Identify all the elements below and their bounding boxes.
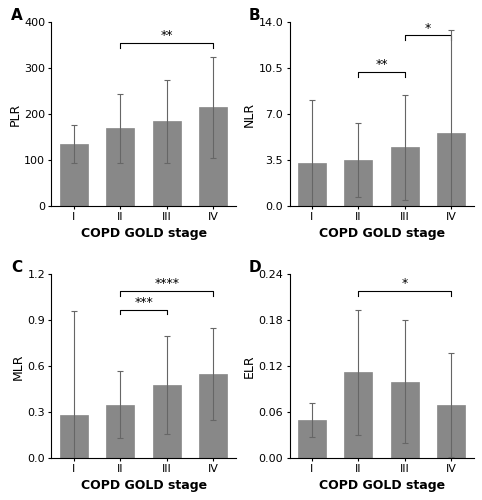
Y-axis label: NLR: NLR: [243, 102, 256, 127]
Text: D: D: [249, 260, 262, 274]
Bar: [107, 404, 134, 458]
Bar: [60, 144, 88, 206]
Bar: [391, 382, 419, 458]
Text: **: **: [161, 29, 173, 42]
X-axis label: COPD GOLD stage: COPD GOLD stage: [319, 478, 445, 492]
Bar: [437, 404, 465, 458]
X-axis label: COPD GOLD stage: COPD GOLD stage: [319, 226, 445, 239]
Text: B: B: [249, 8, 261, 22]
Bar: [60, 416, 88, 458]
Bar: [200, 374, 228, 458]
Bar: [107, 128, 134, 206]
Y-axis label: PLR: PLR: [8, 102, 21, 126]
Text: **: **: [375, 58, 388, 71]
Bar: [200, 108, 228, 206]
Bar: [344, 372, 372, 458]
X-axis label: COPD GOLD stage: COPD GOLD stage: [80, 478, 207, 492]
X-axis label: COPD GOLD stage: COPD GOLD stage: [80, 226, 207, 239]
Text: ****: ****: [154, 278, 179, 290]
Bar: [437, 132, 465, 206]
Text: *: *: [402, 278, 408, 290]
Text: A: A: [11, 8, 23, 22]
Text: C: C: [11, 260, 22, 274]
Bar: [298, 420, 326, 458]
Y-axis label: ELR: ELR: [242, 354, 255, 378]
Bar: [391, 147, 419, 206]
Y-axis label: MLR: MLR: [12, 353, 25, 380]
Bar: [298, 163, 326, 206]
Bar: [153, 384, 181, 458]
Text: *: *: [425, 22, 431, 35]
Bar: [344, 160, 372, 206]
Text: ***: ***: [134, 296, 153, 308]
Bar: [153, 121, 181, 206]
